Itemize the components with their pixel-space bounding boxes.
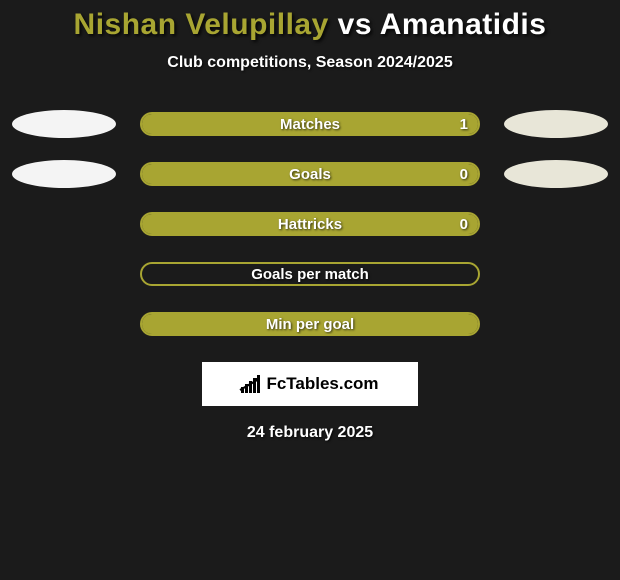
comparison-card: Nishan Velupillay vs Amanatidis Club com…	[0, 0, 620, 442]
stat-bar: Hattricks0	[140, 212, 480, 236]
title-player1: Nishan Velupillay	[74, 8, 329, 41]
right-ellipse	[504, 110, 608, 138]
logo-box: FcTables.com	[202, 362, 418, 406]
stat-value: 0	[460, 164, 468, 184]
stat-bar: Goals per match	[140, 262, 480, 286]
title-player2: Amanatidis	[380, 8, 547, 41]
stat-label: Matches	[142, 114, 478, 134]
stat-label: Hattricks	[142, 214, 478, 234]
stat-label: Min per goal	[142, 314, 478, 334]
stat-row: Matches1	[0, 110, 620, 138]
stat-row: Goals per match	[0, 260, 620, 288]
left-ellipse	[12, 110, 116, 138]
subtitle: Club competitions, Season 2024/2025	[0, 54, 620, 72]
right-ellipse	[504, 160, 608, 188]
logo-text: FcTables.com	[266, 374, 378, 394]
stat-bar: Matches1	[140, 112, 480, 136]
stats-list: Matches1Goals0Hattricks0Goals per matchM…	[0, 110, 620, 338]
stat-row: Min per goal	[0, 310, 620, 338]
stat-label: Goals per match	[142, 264, 478, 284]
stat-bar: Goals0	[140, 162, 480, 186]
date-label: 24 february 2025	[0, 424, 620, 442]
stat-value: 1	[460, 114, 468, 134]
left-ellipse	[12, 160, 116, 188]
title-vs: vs	[338, 8, 372, 41]
fctables-icon	[241, 375, 260, 393]
stat-value: 0	[460, 214, 468, 234]
stat-label: Goals	[142, 164, 478, 184]
page-title: Nishan Velupillay vs Amanatidis	[0, 8, 620, 42]
stat-row: Hattricks0	[0, 210, 620, 238]
stat-bar: Min per goal	[140, 312, 480, 336]
stat-row: Goals0	[0, 160, 620, 188]
